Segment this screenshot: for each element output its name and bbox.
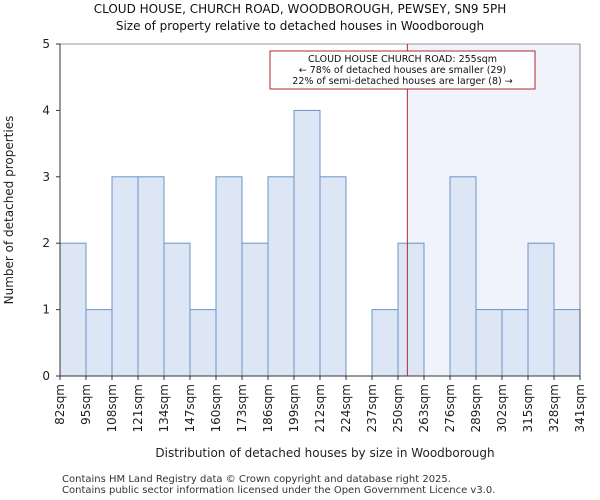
annotation-smaller: ← 78% of detached houses are smaller (29… — [299, 65, 506, 76]
y-tick-label-1: 1 — [42, 303, 50, 317]
annotation-title: CLOUD HOUSE CHURCH ROAD: 255sqm — [308, 54, 497, 65]
bar-82sqm — [59, 242, 87, 377]
x-tick-label-328sqm: 328sqm — [547, 384, 561, 432]
y-tick-label-4: 4 — [42, 103, 50, 117]
footer-copyright: Contains HM Land Registry data © Crown c… — [62, 474, 451, 485]
y-axis-label: Number of detached properties — [2, 116, 16, 305]
chart-title: CLOUD HOUSE, CHURCH ROAD, WOODBOROUGH, P… — [93, 2, 507, 16]
bar-276sqm — [449, 176, 477, 377]
y-tick-label-2: 2 — [42, 236, 50, 250]
y-tick-label-3: 3 — [42, 170, 50, 184]
bar-315sqm — [527, 242, 555, 377]
bar-250sqm — [397, 242, 425, 377]
x-tick-label-224sqm: 224sqm — [339, 384, 353, 432]
bar-108sqm — [111, 176, 139, 377]
bar-237sqm — [371, 309, 399, 377]
x-tick-label-341sqm: 341sqm — [573, 384, 587, 432]
x-tick-label-276sqm: 276sqm — [443, 384, 457, 432]
y-tick-label-5: 5 — [42, 37, 50, 51]
annotation-box — [269, 50, 536, 90]
footer-licence: Contains public sector information licen… — [62, 485, 496, 496]
x-tick-label-199sqm: 199sqm — [287, 384, 301, 432]
x-tick-label-82sqm: 82sqm — [53, 384, 67, 425]
bar-160sqm — [215, 176, 243, 377]
x-tick-label-289sqm: 289sqm — [469, 384, 483, 432]
bar-134sqm — [163, 242, 191, 377]
bar-328sqm — [553, 309, 581, 377]
x-tick-label-315sqm: 315sqm — [521, 384, 535, 432]
x-tick-label-160sqm: 160sqm — [209, 384, 223, 432]
bar-95sqm — [85, 309, 113, 377]
bar-212sqm — [319, 176, 347, 377]
bar-289sqm — [475, 309, 503, 377]
bar-302sqm — [501, 309, 529, 377]
bar-147sqm — [189, 309, 217, 377]
x-tick-label-95sqm: 95sqm — [79, 384, 93, 425]
x-tick-label-263sqm: 263sqm — [417, 384, 431, 432]
x-tick-label-250sqm: 250sqm — [391, 384, 405, 432]
y-tick-label-0: 0 — [42, 369, 50, 383]
chart-subtitle: Size of property relative to detached ho… — [115, 19, 485, 33]
x-tick-label-134sqm: 134sqm — [157, 384, 171, 432]
x-axis-label: Distribution of detached houses by size … — [155, 446, 494, 460]
bar-121sqm — [137, 176, 165, 377]
x-tick-label-108sqm: 108sqm — [105, 384, 119, 432]
annotation-larger: 22% of semi-detached houses are larger (… — [292, 76, 512, 87]
x-tick-label-147sqm: 147sqm — [183, 384, 197, 432]
x-tick-label-121sqm: 121sqm — [131, 384, 145, 432]
bar-199sqm — [293, 109, 321, 377]
x-tick-label-173sqm: 173sqm — [235, 384, 249, 432]
bar-173sqm — [241, 242, 269, 377]
x-tick-label-302sqm: 302sqm — [495, 384, 509, 432]
x-tick-label-212sqm: 212sqm — [313, 384, 327, 432]
x-tick-label-237sqm: 237sqm — [365, 384, 379, 432]
x-tick-label-186sqm: 186sqm — [261, 384, 275, 432]
bar-186sqm — [267, 176, 295, 377]
